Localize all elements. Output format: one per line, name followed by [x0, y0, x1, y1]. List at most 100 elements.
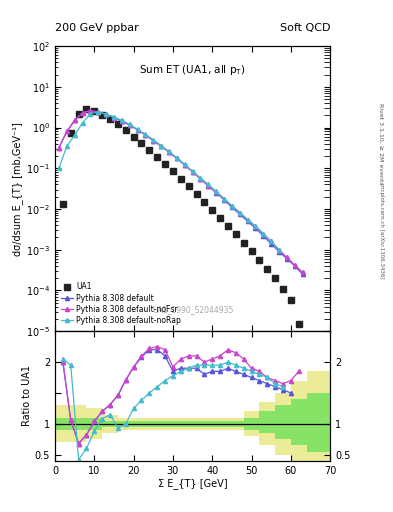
Pythia 8.308 default-noRap — [96, 109, 101, 115]
Pythia 8.308 default — [112, 115, 116, 121]
Pythia 8.308 default-noFsr — [119, 118, 124, 124]
Pythia 8.308 default-noRap — [198, 175, 203, 181]
UA1 — [84, 106, 89, 113]
Pythia 8.308 default-noFsr — [96, 109, 101, 115]
UA1 — [171, 168, 175, 174]
Pythia 8.308 default — [104, 111, 108, 117]
Line: Pythia 8.308 default: Pythia 8.308 default — [57, 109, 305, 276]
Pythia 8.308 default — [292, 263, 297, 269]
X-axis label: Σ E_{T} [GeV]: Σ E_{T} [GeV] — [158, 478, 228, 489]
UA1 — [296, 321, 301, 327]
Text: UA1_1990_S2044935: UA1_1990_S2044935 — [152, 305, 233, 314]
Pythia 8.308 default-noRap — [104, 111, 108, 117]
Pythia 8.308 default-noRap — [127, 121, 132, 127]
Line: Pythia 8.308 default-noRap: Pythia 8.308 default-noRap — [57, 110, 281, 252]
UA1 — [155, 154, 160, 160]
Pythia 8.308 default — [119, 118, 124, 124]
Pythia 8.308 default-noFsr — [261, 230, 266, 237]
UA1 — [194, 191, 199, 197]
Pythia 8.308 default-noFsr — [277, 247, 281, 253]
Pythia 8.308 default-noFsr — [222, 196, 226, 202]
UA1 — [241, 240, 246, 246]
Pythia 8.308 default — [300, 271, 305, 278]
Pythia 8.308 default — [277, 248, 281, 254]
Pythia 8.308 default — [222, 197, 226, 203]
UA1 — [131, 134, 136, 140]
Pythia 8.308 default-noFsr — [292, 262, 297, 268]
UA1 — [257, 257, 262, 263]
Pythia 8.308 default-noFsr — [230, 203, 234, 209]
UA1 — [233, 231, 238, 238]
Pythia 8.308 default-noRap — [159, 142, 163, 148]
UA1 — [226, 223, 230, 229]
Pythia 8.308 default-noRap — [151, 137, 156, 143]
Pythia 8.308 default-noFsr — [214, 189, 219, 195]
Pythia 8.308 default-noRap — [230, 203, 234, 209]
Pythia 8.308 default-noFsr — [182, 162, 187, 168]
Pythia 8.308 default — [72, 117, 77, 123]
UA1 — [76, 111, 81, 117]
Pythia 8.308 default — [237, 211, 242, 217]
UA1 — [178, 176, 183, 182]
UA1 — [100, 112, 105, 118]
Pythia 8.308 default-noRap — [57, 165, 61, 172]
Pythia 8.308 default-noRap — [119, 117, 124, 123]
Pythia 8.308 default — [245, 218, 250, 224]
UA1 — [186, 183, 191, 189]
Line: UA1: UA1 — [60, 106, 309, 408]
Y-axis label: dσ/dsum E_{T} [mb,GeV⁻¹]: dσ/dsum E_{T} [mb,GeV⁻¹] — [12, 122, 23, 255]
Pythia 8.308 default — [206, 183, 211, 189]
Pythia 8.308 default-noRap — [253, 223, 258, 229]
Pythia 8.308 default-noRap — [206, 181, 211, 187]
Pythia 8.308 default — [253, 225, 258, 231]
Pythia 8.308 default-noRap — [112, 114, 116, 120]
UA1 — [92, 108, 97, 114]
Pythia 8.308 default — [96, 109, 101, 115]
UA1 — [163, 161, 167, 167]
Text: mcplots.cern.ch [arXiv:1306.3436]: mcplots.cern.ch [arXiv:1306.3436] — [379, 183, 384, 278]
UA1 — [116, 121, 120, 127]
Text: 200 GeV ppbar: 200 GeV ppbar — [55, 23, 139, 33]
Pythia 8.308 default-noRap — [277, 247, 281, 253]
Pythia 8.308 default-noFsr — [245, 217, 250, 223]
Pythia 8.308 default-noRap — [190, 168, 195, 174]
UA1 — [265, 266, 270, 272]
Pythia 8.308 default — [57, 144, 61, 151]
Pythia 8.308 default-noFsr — [64, 129, 69, 135]
UA1 — [123, 127, 128, 134]
Pythia 8.308 default-noRap — [182, 161, 187, 167]
Pythia 8.308 default-noFsr — [112, 115, 116, 121]
Pythia 8.308 default — [64, 129, 69, 135]
Pythia 8.308 default-noRap — [214, 188, 219, 195]
Pythia 8.308 default-noRap — [222, 196, 226, 202]
Pythia 8.308 default-noRap — [261, 230, 266, 237]
UA1 — [218, 215, 222, 221]
Pythia 8.308 default-noRap — [174, 155, 179, 161]
Pythia 8.308 default-noFsr — [190, 169, 195, 175]
Pythia 8.308 default-noFsr — [80, 110, 85, 116]
UA1 — [210, 207, 215, 213]
Text: Soft QCD: Soft QCD — [280, 23, 330, 33]
Pythia 8.308 default-noFsr — [285, 254, 289, 261]
Pythia 8.308 default-noRap — [135, 126, 140, 133]
Pythia 8.308 default-noFsr — [237, 209, 242, 216]
Pythia 8.308 default-noFsr — [167, 149, 171, 155]
Pythia 8.308 default-noFsr — [57, 144, 61, 151]
Pythia 8.308 default — [159, 143, 163, 149]
UA1 — [281, 286, 285, 292]
UA1 — [139, 140, 144, 146]
Pythia 8.308 default-noRap — [245, 217, 250, 223]
Pythia 8.308 default-noFsr — [127, 122, 132, 128]
UA1 — [68, 130, 73, 136]
Pythia 8.308 default — [214, 190, 219, 196]
Pythia 8.308 default-noRap — [167, 148, 171, 155]
Pythia 8.308 default-noFsr — [72, 117, 77, 123]
Pythia 8.308 default-noRap — [64, 143, 69, 149]
Pythia 8.308 default — [151, 137, 156, 143]
UA1 — [249, 248, 254, 254]
UA1 — [147, 147, 152, 153]
Pythia 8.308 default-noFsr — [269, 239, 274, 245]
Pythia 8.308 default-noRap — [237, 209, 242, 216]
Pythia 8.308 default-noFsr — [206, 183, 211, 189]
Y-axis label: Ratio to UA1: Ratio to UA1 — [22, 366, 32, 426]
